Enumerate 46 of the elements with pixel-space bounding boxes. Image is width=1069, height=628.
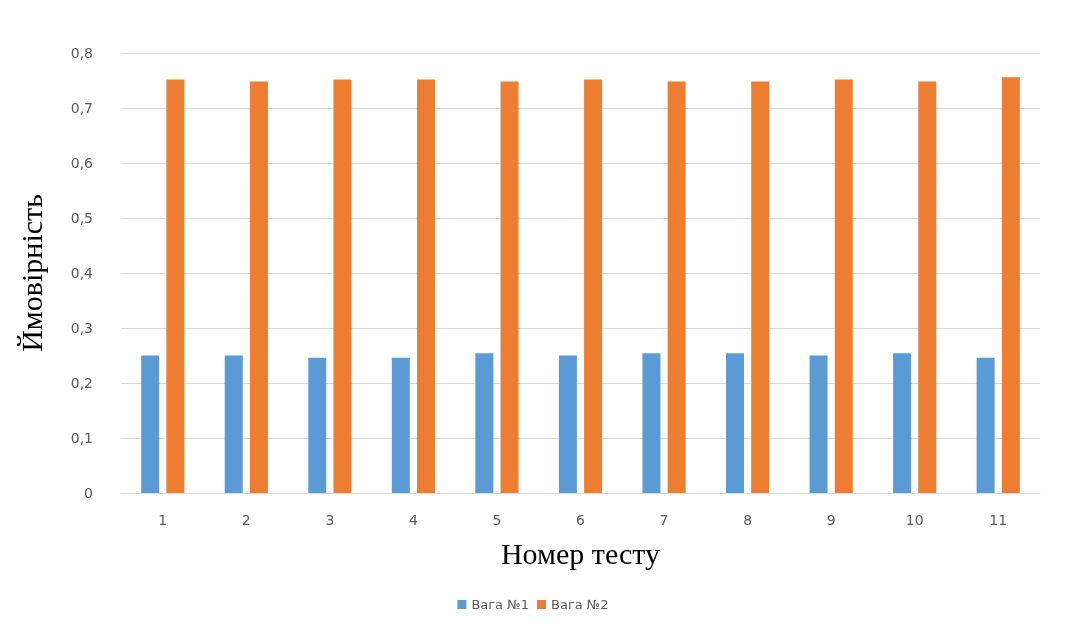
x-tick-label: 9 xyxy=(826,512,836,528)
x-tick-label: 2 xyxy=(241,512,251,528)
x-tick-label: 7 xyxy=(659,512,669,528)
bar xyxy=(725,353,744,493)
x-tick-label: 8 xyxy=(743,512,753,528)
bar xyxy=(893,353,912,493)
bar xyxy=(918,81,937,493)
y-tick-label: 0,6 xyxy=(70,155,94,171)
y-tick-label: 0 xyxy=(84,485,93,501)
bar xyxy=(751,81,770,493)
bar xyxy=(417,79,436,493)
x-tick-label: 3 xyxy=(325,512,335,528)
bar xyxy=(141,355,160,493)
y-axis-title: Ймовірність xyxy=(14,194,48,352)
bar xyxy=(834,79,853,493)
bar xyxy=(642,353,661,493)
x-tick-label: 10 xyxy=(905,512,924,528)
x-tick-label: 11 xyxy=(989,512,1008,528)
bar xyxy=(809,355,828,493)
bar xyxy=(584,79,603,493)
y-tick-label: 0,2 xyxy=(70,375,93,391)
bar xyxy=(391,357,410,493)
y-tick-label: 0,8 xyxy=(70,45,93,61)
y-tick-label: 0,1 xyxy=(70,430,93,446)
bar xyxy=(333,79,352,493)
bar xyxy=(976,357,995,493)
bar xyxy=(308,357,327,493)
y-tick-label: 0,3 xyxy=(70,320,93,336)
bar xyxy=(667,81,686,493)
bar xyxy=(558,355,577,493)
bar xyxy=(249,81,268,493)
legend-label: Вага №1 xyxy=(471,597,529,612)
x-tick-label: 1 xyxy=(158,512,168,528)
y-tick-label: 0,7 xyxy=(70,100,93,116)
y-tick-label: 0,4 xyxy=(70,265,94,281)
bar xyxy=(166,79,185,493)
x-tick-label: 5 xyxy=(492,512,502,528)
x-tick-label: 4 xyxy=(408,512,418,528)
bar xyxy=(1001,77,1020,493)
bar xyxy=(500,81,519,493)
x-axis-title: Номер тесту xyxy=(500,536,661,570)
y-tick-label: 0,5 xyxy=(70,210,93,226)
bar xyxy=(224,355,243,493)
legend-label: Вага №2 xyxy=(551,597,609,612)
bar xyxy=(475,353,494,493)
x-tick-label: 6 xyxy=(576,512,586,528)
